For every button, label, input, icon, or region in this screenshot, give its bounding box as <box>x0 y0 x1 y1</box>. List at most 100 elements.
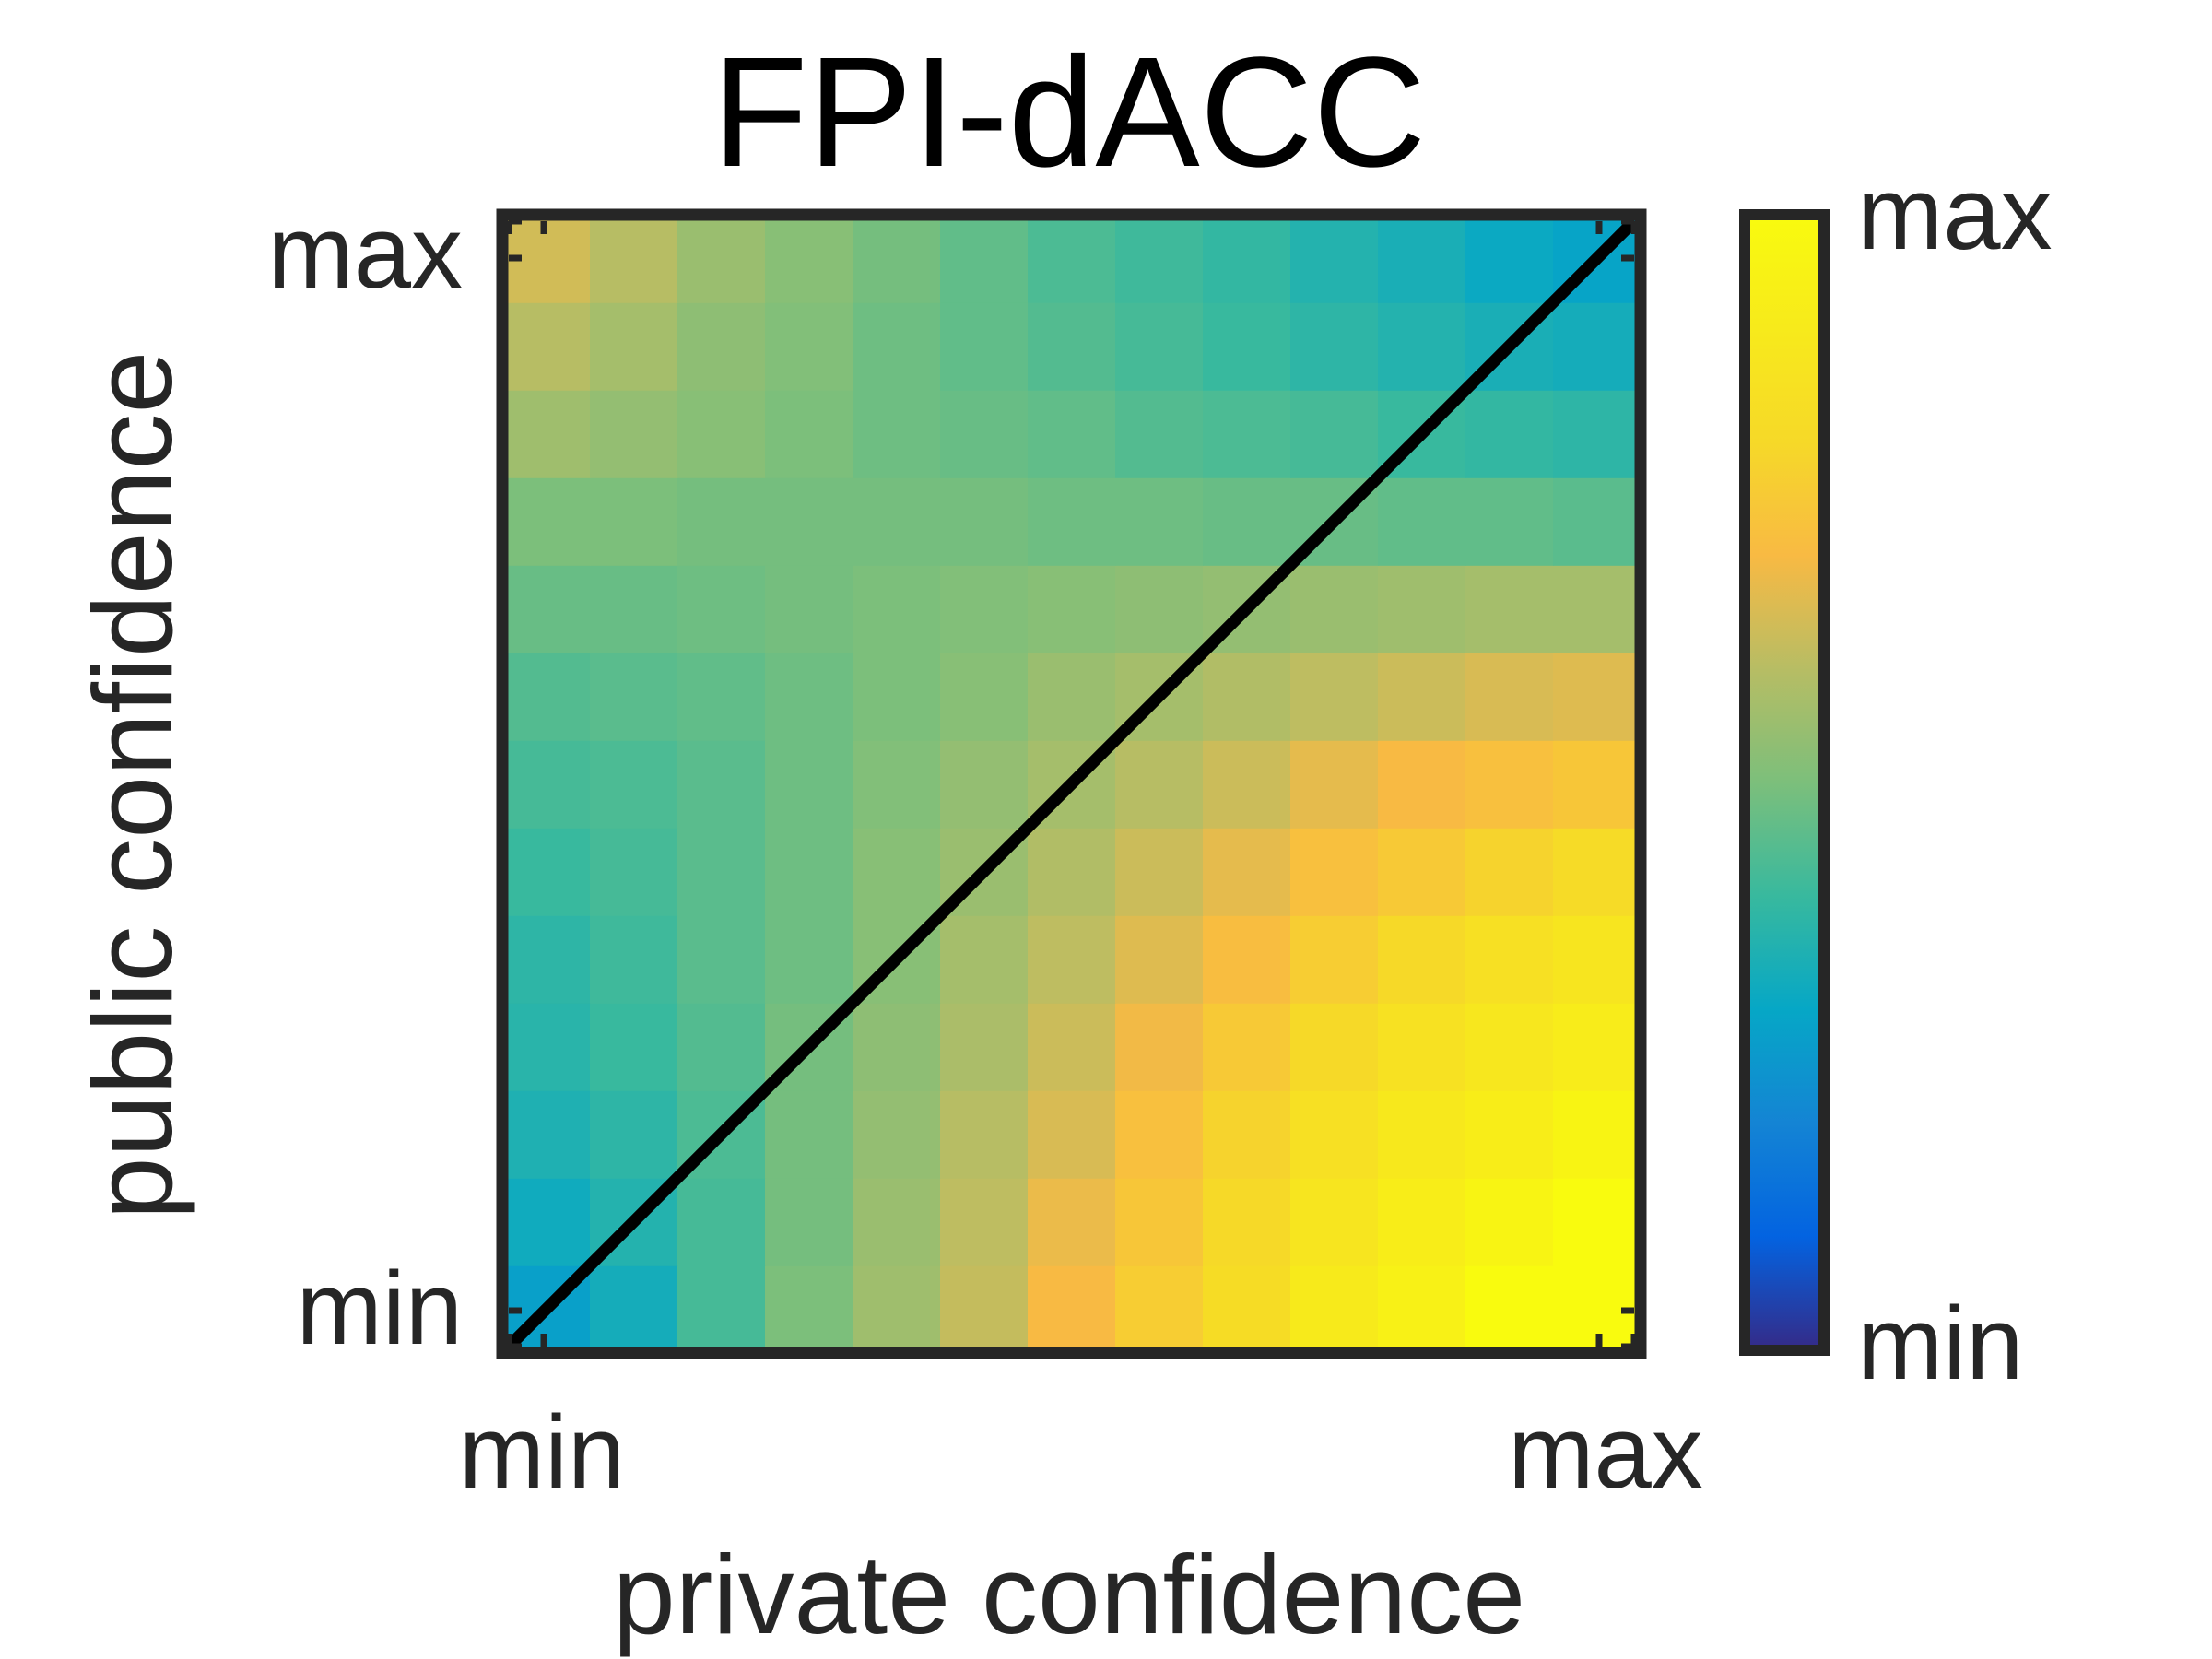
heatmap-cell <box>1553 1003 1641 1091</box>
heatmap-cell <box>940 1090 1029 1179</box>
heatmap-cell <box>677 565 766 653</box>
heatmap-cell <box>1203 740 1291 829</box>
heatmap-cell <box>1465 1003 1554 1091</box>
heatmap-cell <box>1378 740 1466 829</box>
heatmap-cell <box>502 740 591 829</box>
x-tick-label-max: max <box>1508 1394 1703 1510</box>
heatmap-cell <box>853 740 941 829</box>
heatmap-cell <box>940 1003 1029 1091</box>
heatmap-cell <box>590 828 678 916</box>
heatmap-cell <box>1115 215 1204 303</box>
heatmap-cell <box>765 1265 853 1354</box>
heatmap-cell <box>1465 215 1554 303</box>
heatmap-cell <box>590 915 678 1004</box>
heatmap-cell <box>1115 1003 1204 1091</box>
heatmap-cell <box>1115 1178 1204 1266</box>
chart-title: FPI-dACC <box>712 25 1427 200</box>
heatmap-cell <box>677 653 766 741</box>
heatmap-cell <box>1553 1090 1641 1179</box>
heatmap-cell <box>765 477 853 566</box>
heatmap-cell <box>853 828 941 916</box>
heatmap-cell <box>590 1265 678 1354</box>
heatmap-cell <box>1465 390 1554 478</box>
heatmap-cell <box>502 653 591 741</box>
heatmap-cell <box>1378 1265 1466 1354</box>
heatmap-cell <box>1290 1003 1379 1091</box>
heatmap-cell <box>677 390 766 478</box>
heatmap-cell <box>1465 477 1554 566</box>
heatmap-cell <box>1290 390 1379 478</box>
heatmap-cell <box>1465 740 1554 829</box>
heatmap-cell <box>1553 1178 1641 1266</box>
heatmap-cell <box>765 915 853 1004</box>
heatmap-cell <box>1115 1265 1204 1354</box>
colorbar-label-min: min <box>1857 1286 2023 1401</box>
heatmap-cell <box>1115 390 1204 478</box>
heatmap-cell <box>1553 740 1641 829</box>
heatmap-cell <box>1203 302 1291 391</box>
heatmap-cell <box>1553 828 1641 916</box>
heatmap-cell <box>1553 565 1641 653</box>
y-axis-label: public confidence <box>70 351 195 1220</box>
heatmap-cell <box>1553 915 1641 1004</box>
heatmap-cell <box>1203 1178 1291 1266</box>
heatmap-cell <box>940 302 1029 391</box>
heatmap-cell <box>1115 565 1204 653</box>
heatmap-cell <box>502 390 591 478</box>
heatmap-cell <box>1203 1265 1291 1354</box>
heatmap-cell <box>1378 215 1466 303</box>
heatmap-cell <box>502 565 591 653</box>
heatmap-cell <box>1290 1265 1379 1354</box>
heatmap-cell <box>1290 915 1379 1004</box>
heatmap-cell <box>1028 1003 1116 1091</box>
heatmap-cell <box>1465 653 1554 741</box>
heatmap-cell <box>940 477 1029 566</box>
heatmap-cell <box>1028 477 1116 566</box>
diagonal-line <box>504 217 1639 1351</box>
heatmap-cell <box>502 1178 591 1266</box>
heatmap-cell <box>853 565 941 653</box>
heatmap-cell <box>1290 740 1379 829</box>
heatmap-cell <box>1028 215 1116 303</box>
heatmap-cell <box>590 215 678 303</box>
heatmap-cell <box>677 1265 766 1354</box>
heatmap-cell <box>1203 477 1291 566</box>
heatmap-cell <box>502 1003 591 1091</box>
heatmap-cell <box>1465 1265 1554 1354</box>
heatmap-cell <box>1465 565 1554 653</box>
heatmap-cell <box>765 1178 853 1266</box>
heatmap-cell <box>1028 653 1116 741</box>
heatmap-cell <box>853 390 941 478</box>
heatmap-cell <box>1378 302 1466 391</box>
heatmap-cell <box>1378 565 1466 653</box>
heatmap-cell <box>1115 477 1204 566</box>
heatmap-cell <box>1378 1090 1466 1179</box>
heatmap-cell <box>1465 915 1554 1004</box>
heatmap-cell <box>1465 828 1554 916</box>
colorbar <box>1739 209 1830 1356</box>
heatmap-cell <box>1028 1265 1116 1354</box>
heatmap-cell <box>940 653 1029 741</box>
heatmap-cell <box>1553 302 1641 391</box>
heatmap-cell <box>677 1003 766 1091</box>
heatmap-cell <box>765 565 853 653</box>
y-tick-label-min: min <box>297 1251 463 1366</box>
heatmap-cell <box>853 1090 941 1179</box>
heatmap-cell <box>677 215 766 303</box>
heatmap-cell <box>590 477 678 566</box>
heatmap-cell <box>853 215 941 303</box>
heatmap-cell <box>1290 828 1379 916</box>
heatmap-cell <box>1203 915 1291 1004</box>
heatmap-cell <box>940 1265 1029 1354</box>
heatmap-cell <box>1203 215 1291 303</box>
heatmap-cell <box>853 653 941 741</box>
heatmap-cell <box>677 915 766 1004</box>
heatmap-cell <box>677 302 766 391</box>
heatmap-cell <box>1115 302 1204 391</box>
heatmap-cell <box>853 477 941 566</box>
y-tick-label-max: max <box>267 194 463 310</box>
heatmap-frame <box>496 208 1647 1359</box>
heatmap-cell <box>1378 1178 1466 1266</box>
heatmap-cell <box>1115 740 1204 829</box>
heatmap-cell <box>765 828 853 916</box>
